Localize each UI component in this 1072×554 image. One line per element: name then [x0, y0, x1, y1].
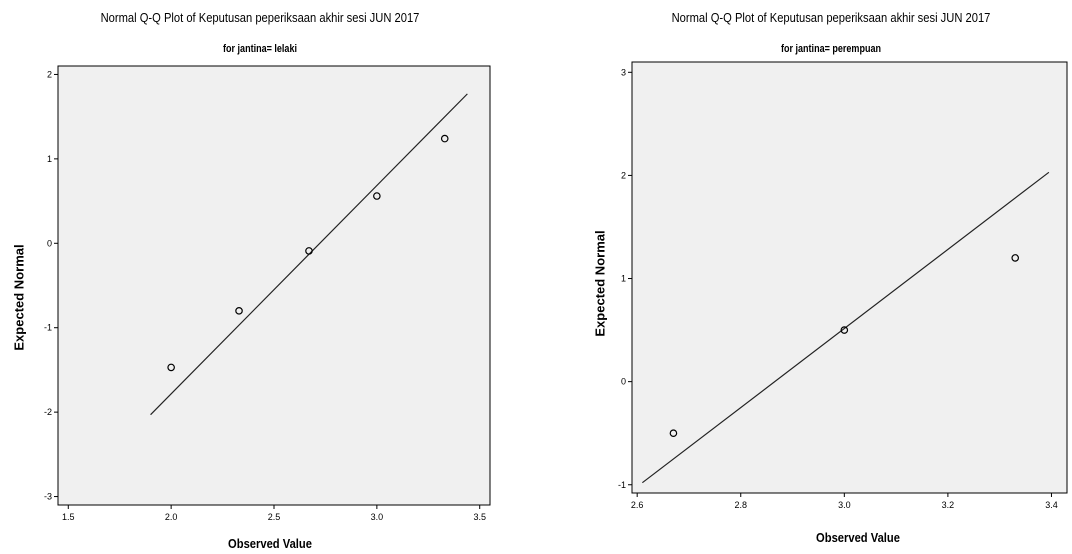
- chart-title: Normal Q-Q Plot of Keputusan peperiksaan…: [100, 10, 420, 25]
- chart-title: Normal Q-Q Plot of Keputusan peperiksaan…: [671, 10, 991, 25]
- x-tick-label: 2.0: [165, 512, 178, 522]
- qq-plot-perempuan: Normal Q-Q Plot of Keputusan peperiksaan…: [590, 0, 1072, 554]
- plot-area-perempuan: 2.6 2.8 3.0 3.2 3.4 3 2 1 0 -1: [618, 61, 1068, 510]
- x-tick-label: 3.5: [473, 512, 486, 522]
- x-tick-label: 2.5: [268, 512, 281, 522]
- plot-frame: [57, 65, 491, 506]
- data-point: [840, 326, 849, 334]
- plot-area-lelaki: 1.5 2.0 2.5 3.0 3.5 2 1 0 -1 -2 -3: [44, 65, 491, 522]
- y-tick-label: -1: [618, 480, 626, 490]
- x-tick-label: 3.4: [1045, 500, 1058, 510]
- plot-frame: [631, 61, 1068, 494]
- y-tick-label: 1: [621, 274, 626, 284]
- data-point: [235, 307, 243, 315]
- data-point: [440, 134, 449, 143]
- x-tick-label: 2.8: [734, 500, 747, 510]
- y-tick-label: 0: [621, 377, 626, 387]
- data-point: [305, 247, 313, 255]
- x-axis-label: Observed Value: [816, 530, 900, 545]
- x-tick-label: 3.2: [942, 500, 955, 510]
- x-tick-label: 2.6: [631, 500, 644, 510]
- x-axis-label: Observed Value: [228, 536, 312, 551]
- data-point: [373, 192, 381, 200]
- data-point: [1011, 254, 1020, 262]
- data-point: [167, 363, 175, 372]
- chart-subtitle: for jantina= lelaki: [223, 43, 297, 55]
- x-tick-label: 3.0: [371, 512, 384, 522]
- x-tick-label: 3.0: [838, 500, 851, 510]
- chart-subtitle: for jantina= perempuan: [780, 43, 881, 55]
- y-tick-label: 2: [47, 69, 52, 79]
- y-tick-label: -1: [44, 323, 52, 333]
- y-tick-label: 0: [47, 238, 52, 248]
- qq-plot-lelaki: Normal Q-Q Plot of Keputusan peperiksaan…: [0, 0, 520, 554]
- y-tick-label: 1: [47, 154, 52, 164]
- x-tick-label: 1.5: [62, 512, 75, 522]
- y-tick-label: -2: [44, 407, 52, 417]
- data-point: [669, 429, 678, 437]
- y-tick-label: 2: [621, 170, 626, 180]
- y-tick-label: 3: [621, 67, 626, 77]
- y-tick-label: -3: [44, 492, 52, 502]
